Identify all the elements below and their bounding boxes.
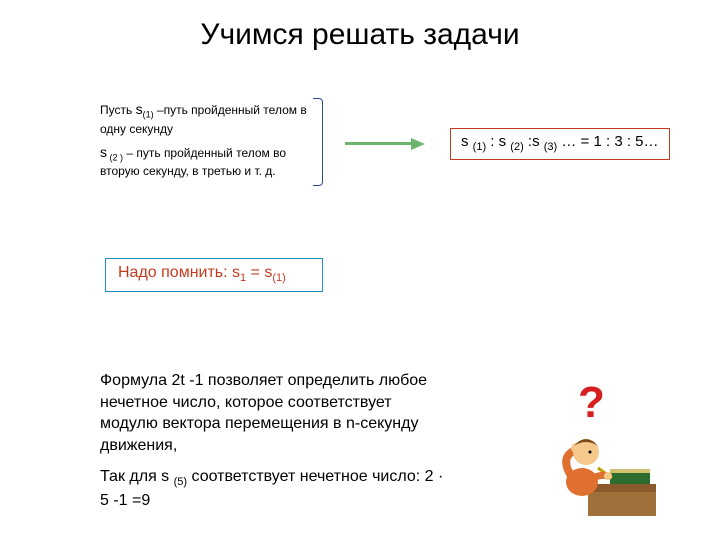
text: … = 1 : 3 : 5… — [557, 133, 658, 150]
subscript: (2) — [510, 141, 523, 153]
text: : s — [486, 133, 510, 150]
subscript: (1) — [473, 141, 486, 153]
explanation-p2: Так для s (5) соответствует нечетное чис… — [100, 466, 450, 512]
brace-icon — [313, 98, 323, 186]
text: Так для s — [100, 468, 174, 485]
subscript: (1) — [143, 109, 154, 119]
text: – путь пройденный телом во вторую секунд… — [100, 146, 286, 179]
definition-line-2: s (2 ) – путь пройденный телом во вторую… — [100, 143, 310, 180]
student-clipart — [540, 420, 660, 520]
text: Надо помнить: s — [118, 264, 240, 281]
text: s — [461, 133, 473, 150]
arrow-icon — [345, 140, 425, 147]
slide-title: Учимся решать задачи — [0, 18, 720, 52]
explanation-block: Формула 2t -1 позволяет определить любое… — [100, 370, 450, 522]
definitions-block: Пусть s(1) –путь пройденный телом в одну… — [100, 100, 310, 185]
text: :s — [524, 133, 544, 150]
text: s — [100, 144, 107, 160]
ratio-formula-box: s (1) : s (2) :s (3) … = 1 : 3 : 5… — [450, 128, 670, 160]
explanation-p1: Формула 2t -1 позволяет определить любое… — [100, 370, 450, 456]
remember-box: Надо помнить: s1 = s(1) — [105, 258, 323, 292]
subscript: (2 ) — [107, 152, 123, 162]
text: Пусть — [100, 103, 136, 117]
text: s — [136, 101, 143, 117]
subscript: (3) — [544, 141, 557, 153]
text: = s — [246, 264, 272, 281]
subscript: (1) — [272, 272, 285, 284]
subscript: (5) — [174, 477, 187, 489]
definition-line-1: Пусть s(1) –путь пройденный телом в одну… — [100, 100, 310, 137]
